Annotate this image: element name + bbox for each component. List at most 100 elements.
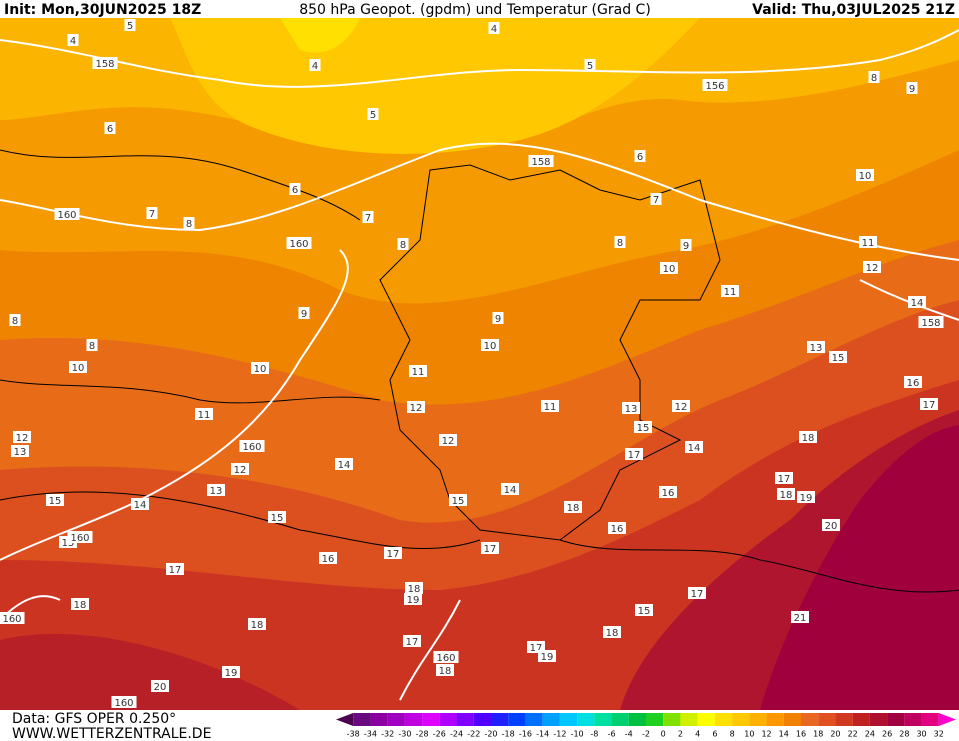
label-box [680,239,692,251]
contour-label: 8 [12,316,18,327]
contour-label: 15 [638,606,651,617]
label-box [775,472,793,484]
legend-swatch [559,713,578,726]
label-box [404,593,422,605]
label-box [0,612,25,624]
label-box [146,207,158,219]
label-box [481,339,499,351]
label-box [67,531,93,543]
contour-label: 10 [859,171,872,182]
legend-label: -28 [416,730,429,739]
legend-label: -24 [450,730,463,739]
contour-label: 15 [832,353,845,364]
label-box [829,351,847,363]
label-box [9,314,21,326]
contour-label: 10 [72,363,85,374]
contour-label: 5 [370,110,376,121]
legend-swatch [439,713,457,726]
contour-label: 13 [625,404,638,415]
legend-swatch [663,713,681,726]
contour-label: 6 [292,185,298,196]
contour-label: 158 [531,157,550,168]
contour-label: 14 [134,500,147,511]
label-box [608,522,626,534]
label-box [46,494,64,506]
legend-label: -4 [625,730,633,739]
label-box [797,491,815,503]
valid-time: Valid: Thu,03JUL2025 21Z [752,2,955,18]
legend-label: 2 [678,730,683,739]
label-box [481,542,499,554]
contour-label: 160 [436,653,455,664]
label-box [251,362,269,374]
contour-label: 14 [504,485,517,496]
legend-label: -16 [519,730,532,739]
init-time: Init: Mon,30JUN2025 18Z [4,2,201,18]
label-box [407,401,425,413]
label-box [603,626,621,638]
label-box [528,155,554,167]
contour-label: 18 [251,620,264,631]
legend-swatch [628,713,646,726]
contour-label: 19 [225,668,238,679]
legend-label: 26 [882,730,892,739]
legend-swatch [732,713,750,726]
legend-swatch [542,713,560,726]
legend-label: 18 [813,730,823,739]
label-box [908,296,926,308]
contour-label: 17 [169,565,182,576]
label-box [362,211,374,223]
label-box [614,236,626,248]
label-box [92,57,118,69]
label-box [488,22,500,34]
legend-label: 0 [661,730,666,739]
contour-label: 160 [70,533,89,544]
contour-label: 4 [312,61,318,72]
contour-label: 14 [688,443,701,454]
data-source: Data: GFS OPER 0.250° [12,711,176,727]
contour-label: 10 [663,264,676,275]
label-box [538,650,556,662]
label-box [405,582,423,594]
label-box [791,611,809,623]
label-box [384,547,402,559]
legend-swatch [473,713,491,726]
label-box [863,261,881,273]
contour-label: 17 [778,474,791,485]
contour-labels: 4 5 4 4 5 5 6 6 7 8 7 8 6 7 8 9 8 9 10 11 12 14 8 8 9 9 10 10 11 13 15… [0,19,944,709]
contour-label: 7 [365,213,371,224]
contour-label: 18 [567,503,580,514]
label-box [309,59,321,71]
legend-swatch [370,713,388,726]
legend-label: -18 [502,730,515,739]
legend-label: -34 [364,730,377,739]
label-box [286,237,312,249]
legend-label: -12 [553,730,566,739]
label-box [918,316,944,328]
contour-label: 158 [95,59,114,70]
legend-label: 32 [934,730,944,739]
contour-label: 15 [637,423,650,434]
contour-label: 160 [289,239,308,250]
legend-swatch [387,713,405,726]
label-box [239,440,265,452]
contour-label: 17 [406,637,419,648]
contour-label: 16 [907,378,920,389]
contour-label: 20 [825,521,838,532]
legend-swatch [714,713,733,726]
legend-swatch [508,713,526,726]
contour-label: 14 [911,298,924,309]
contour-label: 11 [198,410,211,421]
contour-label: 8 [871,73,877,84]
contour-label: 21 [794,613,807,624]
label-box [634,421,652,433]
label-box [685,441,703,453]
legend-label: 24 [865,730,875,739]
legend-swatch [921,713,939,726]
label-box [124,19,136,31]
legend-label: 16 [796,730,806,739]
label-box [868,71,880,83]
contour-label: 15 [62,538,75,549]
map-title: 850 hPa Geopot. (gpdm) und Temperatur (G… [299,2,651,18]
legend-label: -10 [571,730,584,739]
